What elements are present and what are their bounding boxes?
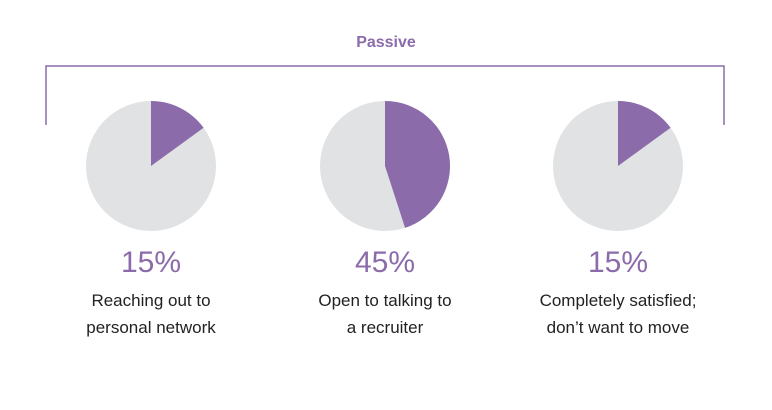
percent-label: 45% <box>354 246 416 279</box>
pie-slice-2 <box>385 101 451 228</box>
caption-line: Open to talking to <box>318 291 452 310</box>
group-bracket <box>45 65 725 125</box>
pie-caption: Reaching out to personal network <box>31 287 271 341</box>
caption-line: personal network <box>86 318 216 337</box>
caption-line: a recruiter <box>346 318 424 337</box>
percent-label: 15% <box>120 246 182 279</box>
caption-line: Completely satisfied; <box>539 291 697 310</box>
percent-label: 15% <box>587 246 649 279</box>
pie-slice-3 <box>618 101 671 166</box>
pie-slice-1 <box>151 101 204 166</box>
pie-caption: Completely satisfied; don’t want to move <box>498 287 738 341</box>
caption-line: don’t want to move <box>546 318 690 337</box>
pie-caption: Open to talking to a recruiter <box>265 287 505 341</box>
caption-line: Reaching out to <box>91 291 211 310</box>
group-title: Passive <box>356 34 416 51</box>
